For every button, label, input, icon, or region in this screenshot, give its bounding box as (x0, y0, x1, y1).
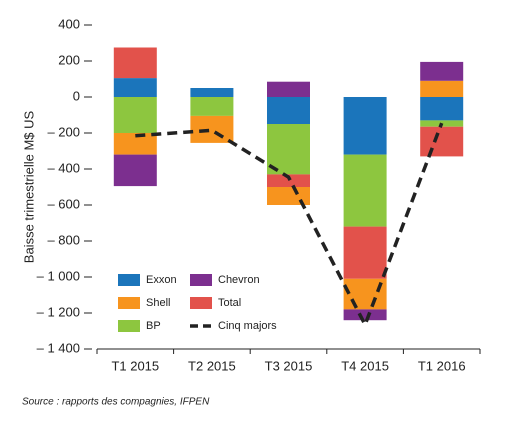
line-series (135, 122, 444, 329)
legend-swatch (190, 274, 212, 286)
legend-label: Chevron (218, 274, 260, 286)
bar-segment (343, 154, 387, 227)
y-axis-label: Baisse trimestrielle M$ US (21, 110, 36, 263)
bar-segment (113, 133, 157, 155)
x-tick-label: T1 2016 (418, 358, 466, 373)
legend-label: Total (218, 297, 241, 309)
bar-segment (267, 124, 310, 175)
y-tick-label: – 600 (47, 196, 80, 211)
legend-label: Shell (146, 297, 170, 309)
y-tick-label: 200 (58, 52, 80, 67)
bar-segment (113, 97, 157, 133)
bar-segment (267, 81, 310, 97)
bar-segment (343, 309, 387, 321)
legend-label: BP (146, 320, 161, 332)
y-tick-label: – 800 (47, 232, 80, 247)
y-tick-label: – 1 000 (37, 268, 80, 283)
legend-label: Exxon (146, 274, 177, 286)
y-tick-label: – 200 (47, 124, 80, 139)
bar-segment (343, 226, 387, 279)
x-tick-label: T3 2015 (265, 358, 313, 373)
y-tick-label: – 1 200 (37, 304, 80, 319)
x-tick-label: T1 2015 (111, 358, 159, 373)
y-tick-label: 0 (73, 88, 80, 103)
bar-segment (190, 97, 234, 116)
bar-segment (113, 154, 157, 187)
x-tick-label: T2 2015 (188, 358, 236, 373)
legend-label: Cinq majors (218, 320, 277, 332)
y-tick-label: – 400 (47, 160, 80, 175)
y-tick-label: – 1 400 (37, 340, 80, 355)
bar-segment (190, 88, 234, 97)
legend-swatch (118, 297, 140, 309)
bar-segment (267, 97, 310, 124)
bar-segment (420, 97, 464, 121)
bar-segment (113, 78, 157, 97)
source: Source : rapports des compagnies, IFPEN (22, 397, 210, 408)
bar-segment (190, 115, 234, 143)
bar-segment (420, 80, 464, 97)
bar-segment (420, 61, 464, 81)
legend-swatch (118, 274, 140, 286)
x-tick-label: T4 2015 (341, 358, 389, 373)
bar-segment (420, 126, 464, 157)
legend-swatch (118, 320, 140, 332)
bar-segment (343, 97, 387, 155)
legend-swatch (190, 297, 212, 309)
y-tick-label: 400 (58, 16, 80, 31)
bar-segment (113, 47, 157, 79)
bar-segment (267, 187, 310, 205)
